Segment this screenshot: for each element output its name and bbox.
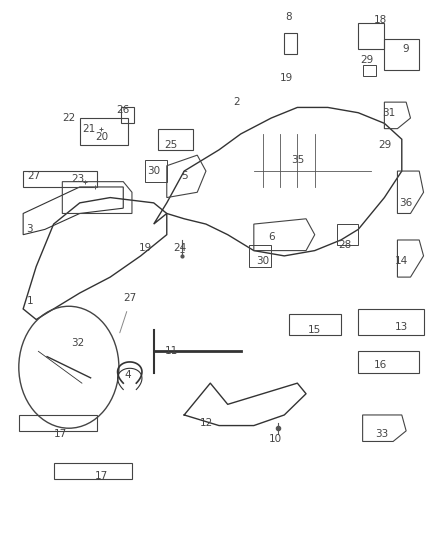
Text: 23: 23 [71, 174, 84, 184]
Text: 17: 17 [95, 471, 108, 481]
Text: 36: 36 [399, 198, 413, 208]
Text: 1: 1 [26, 296, 33, 306]
Text: 26: 26 [117, 105, 130, 115]
Text: 12: 12 [199, 418, 212, 428]
Text: 20: 20 [95, 132, 108, 142]
Text: 19: 19 [280, 73, 293, 83]
Text: 21: 21 [82, 124, 95, 134]
Text: 2: 2 [233, 97, 240, 107]
Text: 14: 14 [395, 256, 408, 266]
Text: 27: 27 [28, 172, 41, 181]
Text: 29: 29 [360, 55, 374, 64]
Text: 27: 27 [123, 293, 136, 303]
Text: 35: 35 [291, 156, 304, 165]
Text: 15: 15 [308, 325, 321, 335]
Text: 31: 31 [382, 108, 396, 118]
Text: 17: 17 [53, 429, 67, 439]
Text: 33: 33 [375, 429, 389, 439]
Text: 9: 9 [403, 44, 410, 54]
Text: 22: 22 [62, 113, 75, 123]
Text: 24: 24 [173, 243, 187, 253]
Text: 30: 30 [147, 166, 160, 176]
Text: 29: 29 [378, 140, 391, 150]
Text: 19: 19 [138, 243, 152, 253]
Text: 4: 4 [124, 370, 131, 380]
Text: 25: 25 [165, 140, 178, 150]
Text: 13: 13 [395, 322, 408, 333]
Text: 18: 18 [374, 15, 387, 25]
Text: 5: 5 [181, 172, 187, 181]
Text: 30: 30 [256, 256, 269, 266]
Text: 16: 16 [374, 360, 387, 369]
Text: 10: 10 [269, 434, 282, 444]
Text: 8: 8 [285, 12, 292, 22]
Text: 3: 3 [26, 224, 33, 235]
Text: 6: 6 [268, 232, 275, 243]
Text: 32: 32 [71, 338, 84, 349]
Text: 28: 28 [339, 240, 352, 251]
Text: 11: 11 [165, 346, 178, 357]
